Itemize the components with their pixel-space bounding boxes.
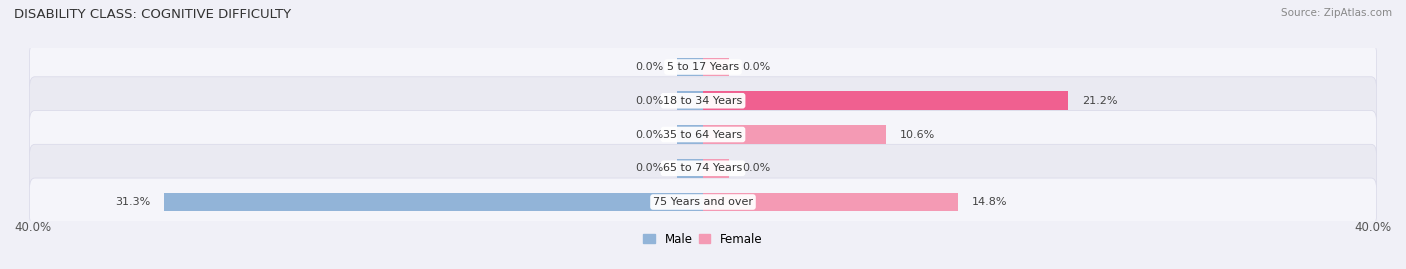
Text: 0.0%: 0.0% <box>636 129 664 140</box>
FancyBboxPatch shape <box>30 77 1376 125</box>
Bar <box>678 125 703 144</box>
Bar <box>703 159 728 178</box>
FancyBboxPatch shape <box>30 43 1376 91</box>
Text: 21.2%: 21.2% <box>1083 96 1118 106</box>
Bar <box>165 193 703 211</box>
Text: 10.6%: 10.6% <box>900 129 935 140</box>
FancyBboxPatch shape <box>30 144 1376 192</box>
Text: 18 to 34 Years: 18 to 34 Years <box>664 96 742 106</box>
Text: 14.8%: 14.8% <box>972 197 1007 207</box>
Text: 0.0%: 0.0% <box>636 163 664 173</box>
Text: 35 to 64 Years: 35 to 64 Years <box>664 129 742 140</box>
Text: 40.0%: 40.0% <box>14 221 51 234</box>
Text: DISABILITY CLASS: COGNITIVE DIFFICULTY: DISABILITY CLASS: COGNITIVE DIFFICULTY <box>14 8 291 21</box>
Text: 40.0%: 40.0% <box>1355 221 1392 234</box>
Bar <box>703 193 957 211</box>
Bar <box>678 91 703 110</box>
Bar <box>703 91 1069 110</box>
Text: 65 to 74 Years: 65 to 74 Years <box>664 163 742 173</box>
FancyBboxPatch shape <box>30 111 1376 158</box>
FancyBboxPatch shape <box>30 178 1376 226</box>
Legend: Male, Female: Male, Female <box>644 233 762 246</box>
Text: 0.0%: 0.0% <box>742 62 770 72</box>
Bar <box>703 58 728 76</box>
Text: 75 Years and over: 75 Years and over <box>652 197 754 207</box>
Bar <box>703 125 886 144</box>
Text: 31.3%: 31.3% <box>115 197 150 207</box>
Text: 0.0%: 0.0% <box>742 163 770 173</box>
Text: 5 to 17 Years: 5 to 17 Years <box>666 62 740 72</box>
Bar <box>678 58 703 76</box>
Text: 0.0%: 0.0% <box>636 62 664 72</box>
Bar <box>678 159 703 178</box>
Text: Source: ZipAtlas.com: Source: ZipAtlas.com <box>1281 8 1392 18</box>
Text: 0.0%: 0.0% <box>636 96 664 106</box>
